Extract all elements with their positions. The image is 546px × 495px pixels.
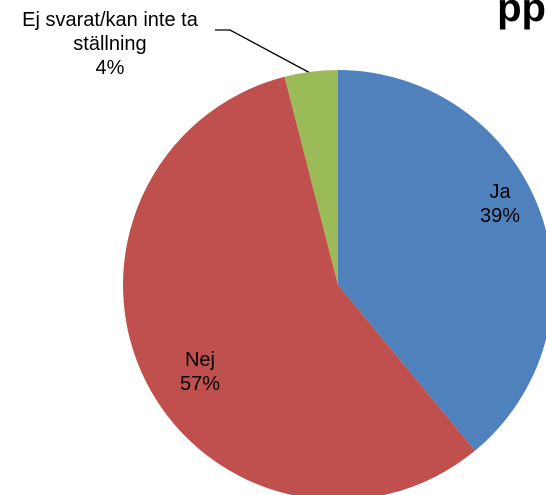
category-label: Ja — [489, 181, 511, 203]
value-label: 4% — [95, 57, 125, 79]
value-label: 39% — [479, 205, 521, 227]
pie-slice — [123, 76, 476, 495]
chart-title: pp — [497, 0, 546, 30]
value-label: 57% — [179, 373, 221, 395]
data-label: Ja 39% — [440, 180, 546, 228]
category-label: Ej svarat/kan inte ta ställning — [22, 9, 198, 55]
data-label: Ej svarat/kan inte ta ställning 4% — [0, 8, 220, 80]
leader-line — [215, 29, 313, 75]
data-label: Nej 57% — [140, 348, 260, 396]
pie-slice — [284, 70, 338, 285]
category-label: Nej — [184, 349, 215, 371]
pie-slice — [338, 70, 546, 451]
